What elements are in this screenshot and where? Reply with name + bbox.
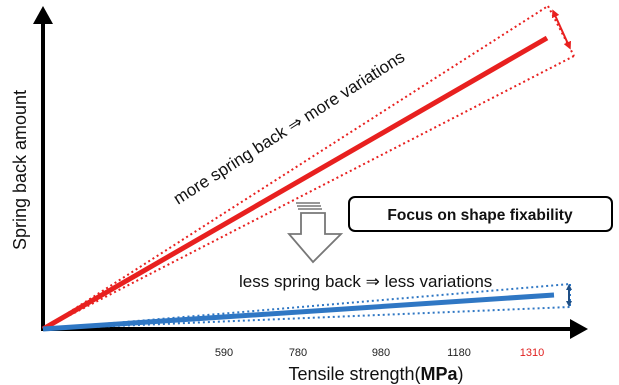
x-axis-title: Tensile strength(MPa) <box>288 364 463 384</box>
x-axis-unit-open: ( <box>415 364 421 384</box>
x-axis-unit: MPa <box>421 364 459 384</box>
y-axis-title: Spring back amount <box>10 90 30 250</box>
blue-center-line <box>42 292 555 332</box>
x-axis-title-text: Tensile strength <box>288 364 414 384</box>
down-arrow-icon <box>287 202 344 264</box>
red-center-line <box>41 35 549 332</box>
x-tick-label: 590 <box>215 347 233 359</box>
y-axis-arrowhead <box>33 6 53 24</box>
red-cap <box>547 5 575 57</box>
x-tick-label: 1180 <box>447 347 471 359</box>
blue-upper-bound <box>42 283 571 330</box>
x-tick-label: 780 <box>289 347 307 359</box>
x-tick-label: 980 <box>372 347 390 359</box>
red-range-arrow <box>552 9 571 50</box>
callout-box <box>348 196 613 232</box>
x-axis-arrowhead <box>570 319 588 339</box>
x-axis-unit-close: ) <box>458 364 464 384</box>
callout-text: Focus on shape fixability <box>387 207 573 224</box>
lower-annotation: less spring back ⇒ less variations <box>239 272 492 291</box>
x-tick-labels: 590 780 980 1180 1310 <box>215 347 544 359</box>
x-tick-label-highlight: 1310 <box>520 347 544 359</box>
